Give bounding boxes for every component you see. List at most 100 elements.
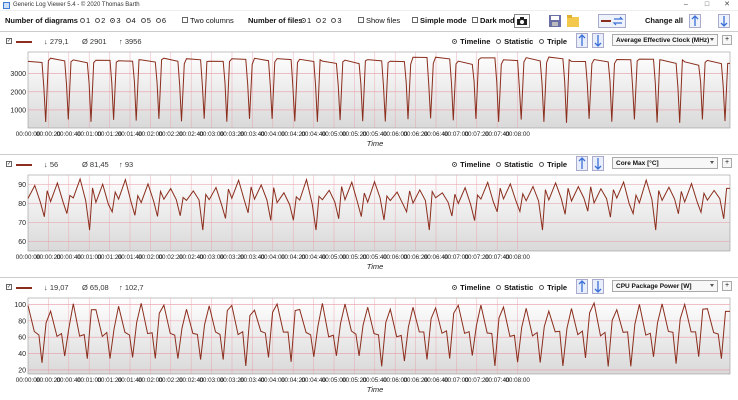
diagrams-radio-2[interactable]: 2 — [95, 16, 105, 25]
series-visible-checkbox[interactable]: ✓ — [6, 161, 12, 167]
min-value: ↓ 279,1 — [44, 37, 69, 46]
series-visible-checkbox[interactable]: ✓ — [6, 38, 12, 44]
y-tick-label: 90 — [18, 182, 26, 189]
view-timeline-radio[interactable]: Timeline — [452, 160, 490, 169]
panel-scroll-down-button[interactable] — [592, 33, 604, 48]
x-tick-label: 00:06:20 — [403, 254, 428, 261]
view-statistic-radio[interactable]: Statistic — [496, 160, 533, 169]
series-visible-checkbox[interactable]: ✓ — [6, 284, 12, 290]
x-tick-label: 00:07:20 — [465, 131, 490, 138]
view-statistic-radio[interactable]: Statistic — [496, 37, 533, 46]
panel-scroll-up-button[interactable] — [576, 33, 588, 48]
close-icon[interactable]: ✕ — [724, 1, 730, 8]
x-tick-label: 00:06:00 — [383, 131, 408, 138]
y-tick-label: 2000 — [10, 89, 26, 96]
arrow-up-icon — [578, 157, 586, 169]
x-tick-label: 00:02:00 — [138, 377, 163, 384]
x-tick-label: 00:04:00 — [261, 254, 286, 261]
swap-lines-button[interactable] — [598, 14, 626, 28]
sensor-select[interactable]: Average Effective Clock (MHz) — [612, 34, 718, 46]
files-radio-2[interactable]: 2 — [316, 16, 326, 25]
x-tick-label: 00:02:00 — [138, 254, 163, 261]
series-line — [27, 301, 730, 367]
x-tick-label: 00:02:20 — [159, 254, 184, 261]
files-radio-1[interactable]: 1 — [301, 16, 311, 25]
timeline-chart[interactable]: 2040608010000:00:0000:00:2000:00:4000:01… — [0, 296, 738, 400]
panel-scroll-down-button[interactable] — [592, 279, 604, 294]
plot-area — [27, 174, 731, 252]
panel-scroll-down-button[interactable] — [592, 156, 604, 171]
x-tick-label: 00:03:40 — [240, 254, 265, 261]
x-tick-label: 00:01:40 — [118, 377, 143, 384]
view-triple-radio[interactable]: Triple — [539, 37, 567, 46]
panel-header: ✓ ↓ 279,1 Ø 2901 ↑ 3956 Timeline Statist… — [0, 32, 738, 50]
add-series-button[interactable]: + — [722, 35, 732, 45]
view-triple-radio[interactable]: Triple — [539, 283, 567, 292]
sensor-select[interactable]: Core Max [°C] — [612, 157, 718, 169]
series-line — [27, 56, 730, 123]
files-radio-3[interactable]: 3 — [331, 16, 342, 25]
open-file-button[interactable] — [566, 14, 580, 28]
x-tick-label: 00:00:00 — [16, 254, 41, 261]
view-timeline-radio[interactable]: Timeline — [452, 283, 490, 292]
sensor-select[interactable]: CPU Package Power [W] — [612, 280, 718, 292]
series-color-swatch[interactable] — [16, 287, 32, 289]
simple-mode-label: Simple mode — [420, 16, 467, 25]
x-tick-label: 00:04:40 — [301, 377, 326, 384]
minimize-icon[interactable]: – — [684, 1, 688, 8]
x-axis-title: Time — [367, 385, 384, 394]
panel-header: ✓ ↓ 19,07 Ø 65,08 ↑ 102,7 Timeline Stati… — [0, 278, 738, 296]
screenshot-button[interactable] — [514, 14, 530, 28]
x-tick-label: 00:01:20 — [97, 377, 122, 384]
avg-value: Ø 81,45 — [82, 160, 109, 169]
view-statistic-radio[interactable]: Statistic — [496, 283, 533, 292]
camera-icon — [517, 17, 527, 25]
diagrams-radio-5[interactable]: 5 — [140, 16, 151, 25]
x-tick-label: 00:04:20 — [281, 254, 306, 261]
x-tick-label: 00:02:20 — [159, 131, 184, 138]
diagrams-radio-6[interactable]: 6 — [155, 16, 166, 25]
panel-header: ✓ ↓ 56 Ø 81,45 ↑ 93 Timeline Statistic T… — [0, 155, 738, 173]
x-tick-label: 00:07:00 — [444, 254, 469, 261]
y-tick-label: 60 — [18, 239, 26, 246]
num-files-label: Number of files — [248, 16, 303, 25]
add-series-button[interactable]: + — [722, 158, 732, 168]
diagrams-radio-3[interactable]: 3 — [110, 16, 121, 25]
view-triple-radio[interactable]: Triple — [539, 160, 567, 169]
max-value: ↑ 3956 — [119, 37, 142, 46]
scroll-down-all-button[interactable] — [718, 14, 730, 28]
x-tick-label: 00:01:40 — [118, 131, 143, 138]
timeline-chart[interactable]: 60 70 80 90 00:00:0000:00:2000:00:4000:01:00… — [0, 173, 738, 277]
diagrams-radio-4[interactable]: 4 — [125, 16, 136, 25]
x-tick-label: 00:02:40 — [179, 377, 204, 384]
x-tick-label: 00:06:00 — [383, 377, 408, 384]
min-value: ↓ 19,07 — [44, 283, 69, 292]
save-button[interactable] — [548, 14, 562, 28]
x-tick-label: 00:00:20 — [36, 254, 61, 261]
x-tick-label: 00:05:40 — [363, 254, 388, 261]
two-columns-checkbox[interactable]: Two columns — [182, 16, 234, 25]
add-series-button[interactable]: + — [722, 281, 732, 291]
x-tick-label: 00:00:40 — [57, 131, 82, 138]
maximize-icon[interactable]: □ — [704, 1, 710, 8]
scroll-up-all-button[interactable] — [689, 14, 701, 28]
panel-scroll-up-button[interactable] — [576, 156, 588, 171]
timeline-chart[interactable]: 10002000300000:00:0000:00:2000:00:4000:0… — [0, 50, 738, 154]
y-tick-label: 3000 — [10, 71, 26, 78]
max-value: ↑ 102,7 — [119, 283, 144, 292]
x-tick-label: 00:02:00 — [138, 131, 163, 138]
series-color-swatch[interactable] — [16, 164, 32, 166]
view-timeline-radio[interactable]: Timeline — [452, 37, 490, 46]
dark-mode-checkbox[interactable]: Dark mod — [472, 16, 515, 25]
x-tick-label: 00:04:00 — [261, 131, 286, 138]
x-tick-label: 00:03:20 — [220, 377, 245, 384]
series-color-swatch[interactable] — [16, 41, 32, 43]
x-tick-label: 00:00:40 — [57, 254, 82, 261]
x-tick-label: 00:02:40 — [179, 131, 204, 138]
x-tick-label: 00:06:20 — [403, 377, 428, 384]
show-files-checkbox[interactable]: Show files — [358, 16, 400, 25]
panel-scroll-up-button[interactable] — [576, 279, 588, 294]
diagrams-radio-1[interactable]: 1 — [80, 16, 90, 25]
simple-mode-checkbox[interactable]: Simple mode — [412, 16, 467, 25]
